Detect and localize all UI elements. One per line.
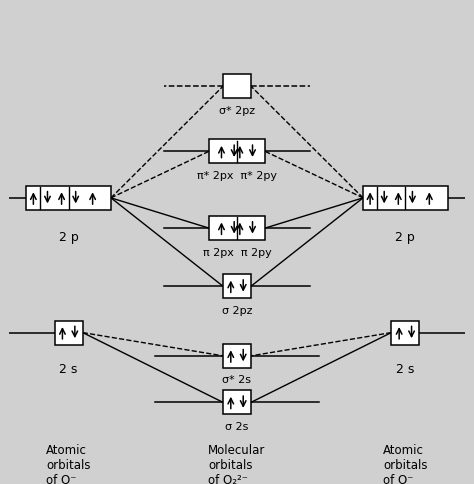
Text: π* 2px  π* 2py: π* 2px π* 2py	[197, 171, 277, 181]
Text: 2 s: 2 s	[59, 363, 78, 376]
Text: Atomic
orbitals
of O⁻: Atomic orbitals of O⁻	[46, 444, 91, 484]
Text: 2 p: 2 p	[59, 231, 79, 244]
Text: σ 2s: σ 2s	[225, 422, 249, 432]
Text: σ 2pz: σ 2pz	[222, 306, 252, 316]
Bar	[363, 186, 447, 210]
Bar	[223, 74, 251, 98]
Text: σ* 2s: σ* 2s	[222, 376, 252, 385]
Bar	[223, 390, 251, 414]
Bar	[391, 320, 419, 345]
Bar	[223, 344, 251, 368]
Text: Atomic
orbitals
of O⁻: Atomic orbitals of O⁻	[383, 444, 428, 484]
Bar	[209, 216, 265, 240]
Bar	[223, 274, 251, 298]
Bar	[55, 320, 83, 345]
Text: 2 p: 2 p	[395, 231, 415, 244]
Bar	[27, 186, 111, 210]
Text: Molecular
orbitals
of O₂²⁻: Molecular orbitals of O₂²⁻	[208, 444, 266, 484]
Text: 2 s: 2 s	[396, 363, 415, 376]
Text: π 2px  π 2py: π 2px π 2py	[202, 248, 272, 257]
Bar	[209, 139, 265, 164]
Text: σ* 2pz: σ* 2pz	[219, 106, 255, 116]
